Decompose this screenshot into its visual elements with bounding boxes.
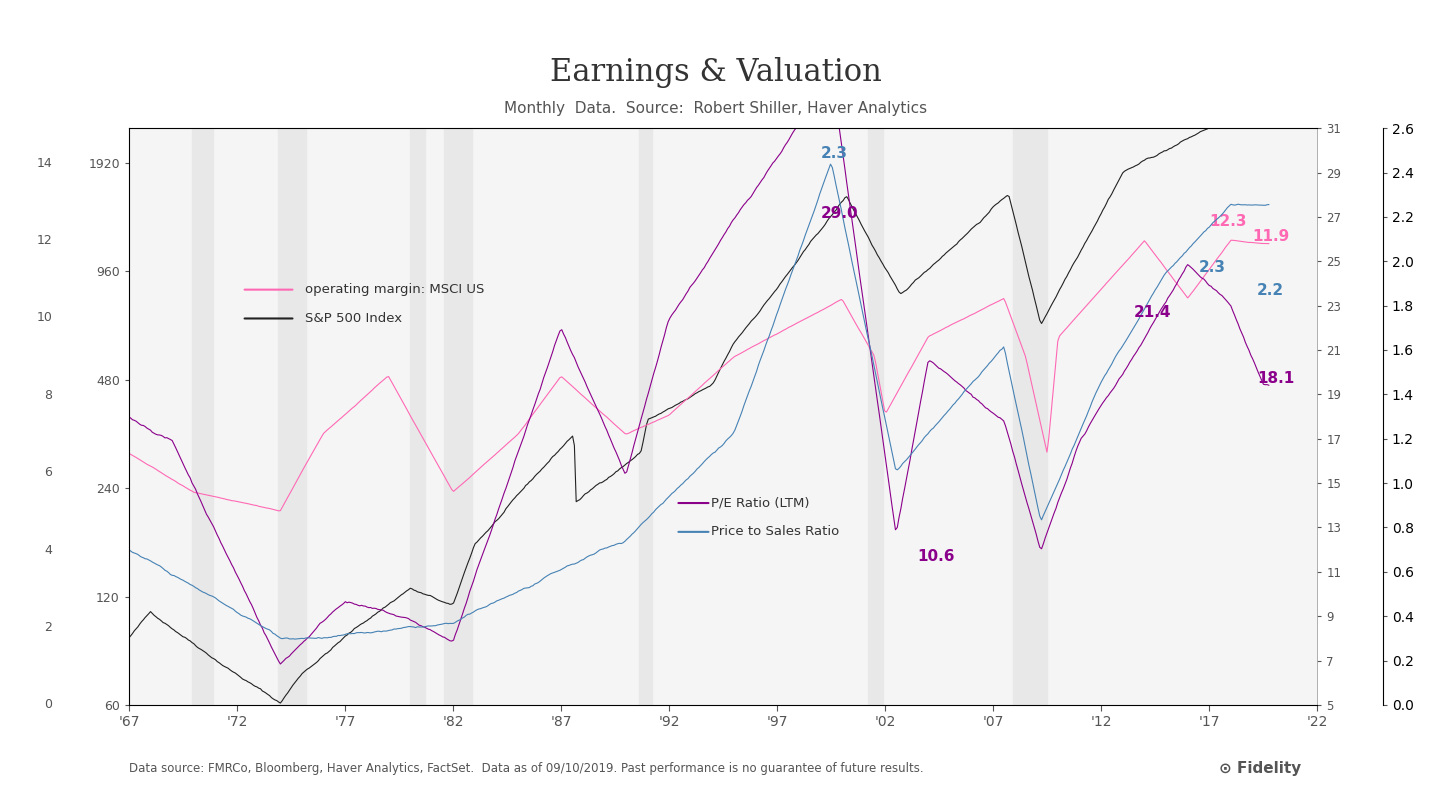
Text: 8: 8 [44, 388, 53, 402]
Bar [868, 128, 884, 705]
Text: 29.0: 29.0 [821, 206, 858, 221]
Text: Earnings & Valuation: Earnings & Valuation [550, 57, 882, 87]
Text: 6: 6 [44, 466, 53, 479]
Text: 12: 12 [37, 234, 53, 247]
Bar [278, 128, 306, 705]
Bar [1012, 128, 1047, 705]
Text: 12.3: 12.3 [1210, 214, 1247, 229]
Bar [444, 128, 473, 705]
Text: P/E Ratio (LTM): P/E Ratio (LTM) [712, 497, 809, 509]
Text: 14: 14 [37, 156, 53, 170]
Text: ⊙ Fidelity: ⊙ Fidelity [1219, 762, 1302, 776]
Bar [192, 128, 213, 705]
Text: 11.9: 11.9 [1253, 229, 1290, 244]
Text: 2.3: 2.3 [1199, 260, 1226, 276]
Text: Price to Sales Ratio: Price to Sales Ratio [712, 525, 839, 538]
Text: 0: 0 [44, 698, 53, 711]
Text: 4: 4 [44, 544, 53, 557]
Text: 10.6: 10.6 [918, 549, 955, 564]
Text: 2.2: 2.2 [1257, 283, 1285, 297]
Text: 18.1: 18.1 [1257, 371, 1295, 386]
Text: operating margin: MSCI US: operating margin: MSCI US [305, 283, 484, 296]
Bar [410, 128, 425, 705]
Text: 10: 10 [37, 312, 53, 324]
Bar [639, 128, 652, 705]
Text: Monthly  Data.  Source:  Robert Shiller, Haver Analytics: Monthly Data. Source: Robert Shiller, Ha… [504, 101, 928, 115]
Text: S&P 500 Index: S&P 500 Index [305, 312, 402, 325]
Text: 2: 2 [44, 621, 53, 634]
Text: 21.4: 21.4 [1134, 304, 1171, 320]
Text: 2.3: 2.3 [821, 147, 848, 162]
Text: Data source: FMRCo, Bloomberg, Haver Analytics, FactSet.  Data as of 09/10/2019.: Data source: FMRCo, Bloomberg, Haver Ana… [129, 763, 924, 775]
